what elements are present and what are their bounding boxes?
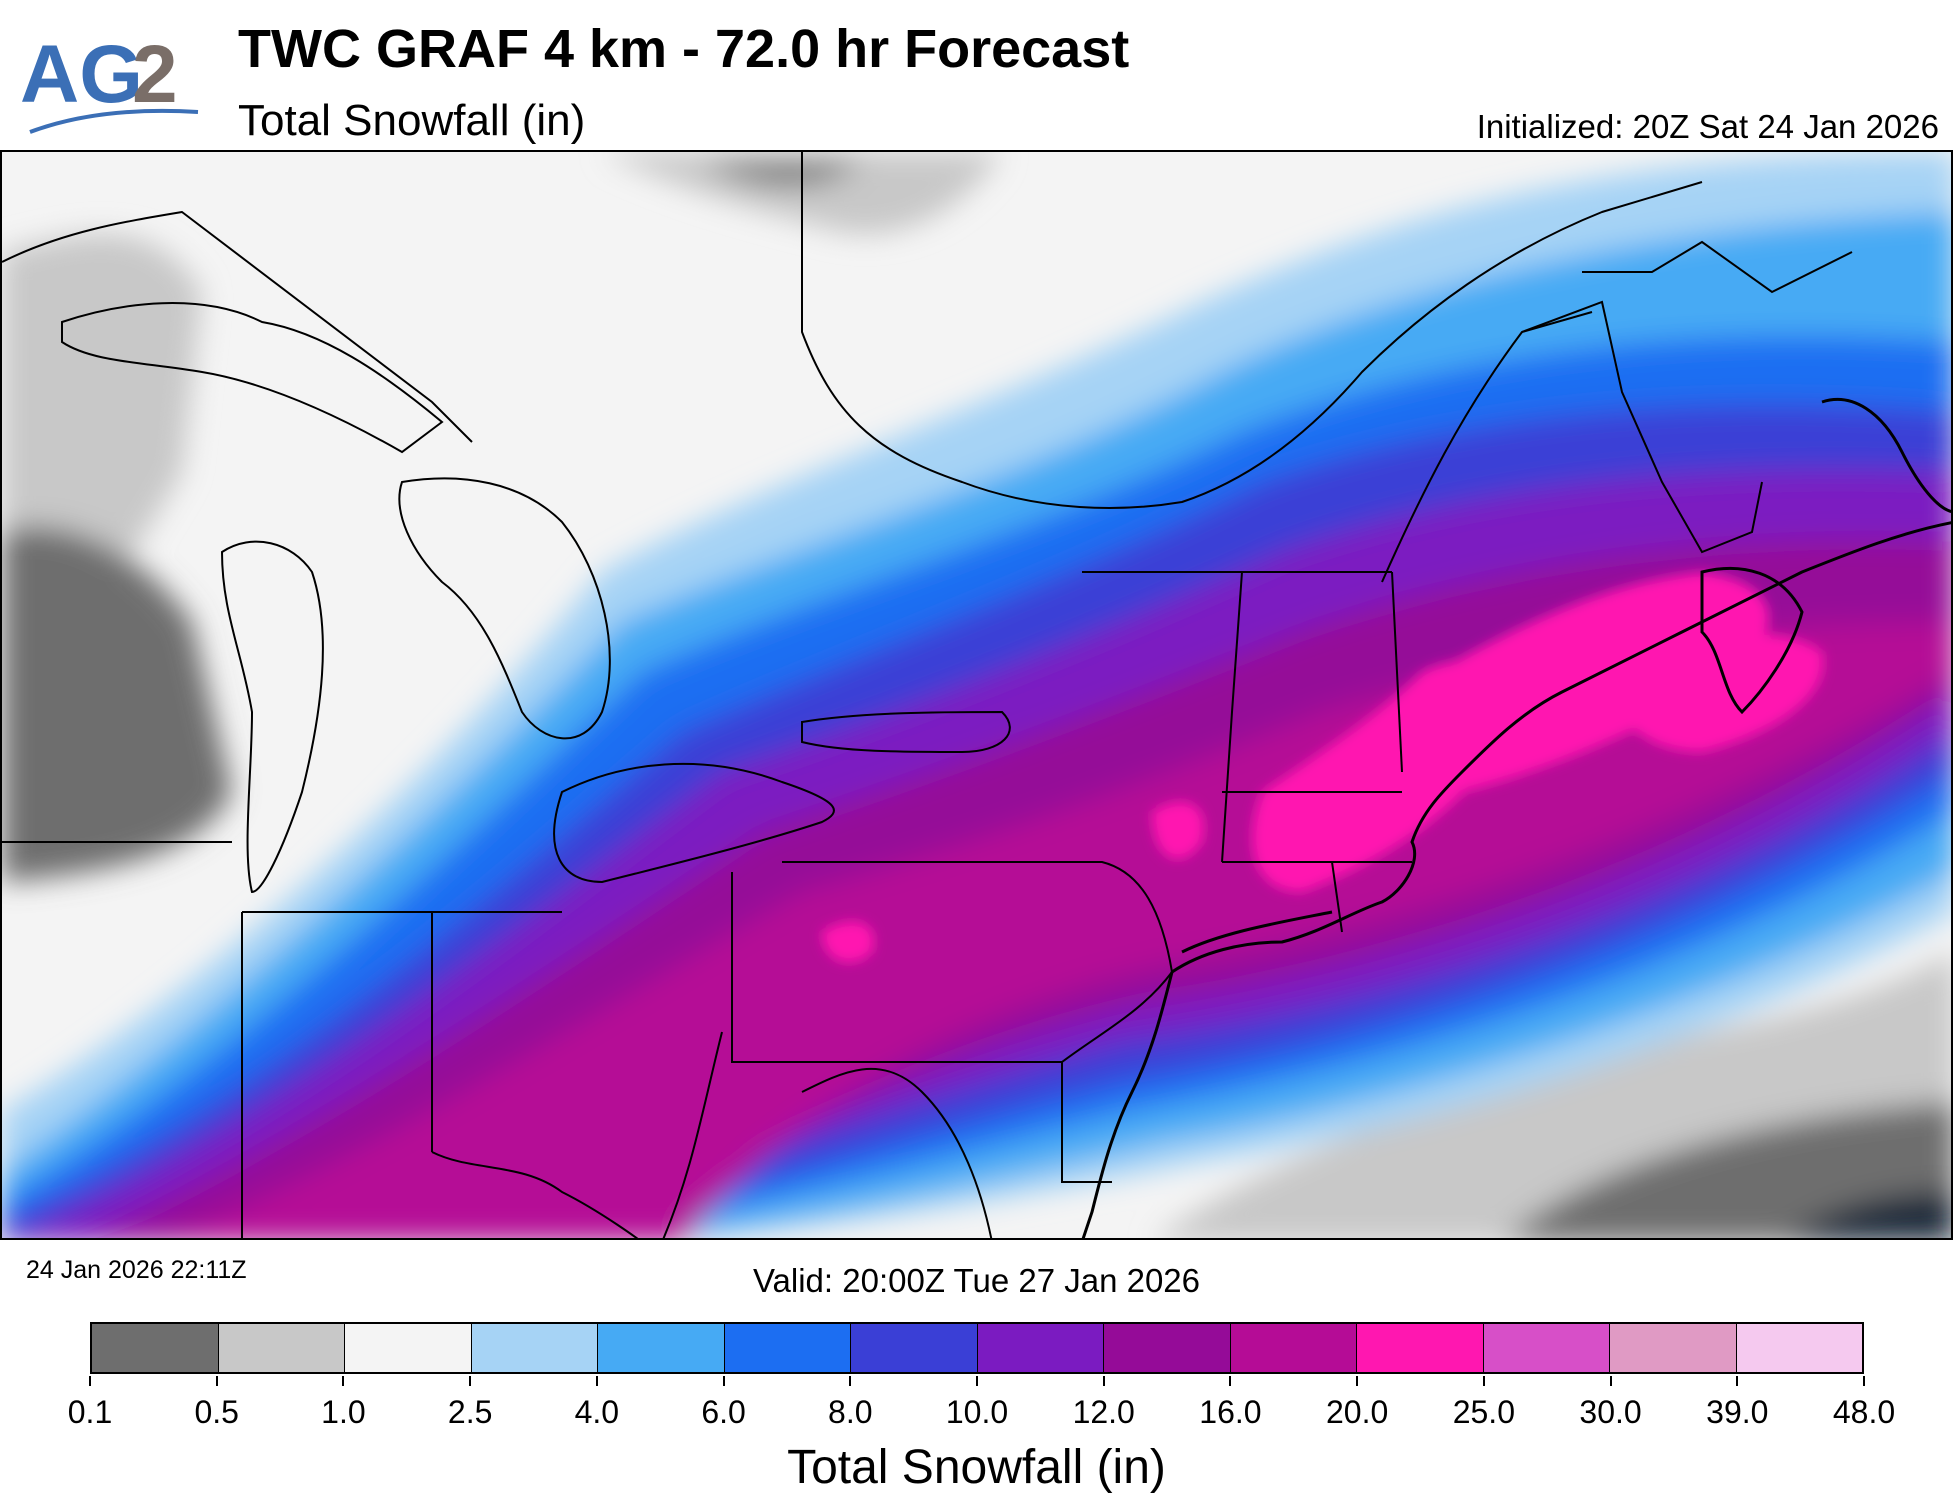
colorbar-tick-label: 20.0 [1326, 1394, 1389, 1430]
political-boundaries [2, 152, 1853, 1238]
colorbar-tick-mark [1229, 1376, 1232, 1386]
ag2-logo: AG 2 [20, 24, 200, 144]
colorbar-swatch [92, 1324, 219, 1372]
colorbar-tick-label: 16.0 [1199, 1394, 1262, 1430]
colorbar-swatch [1610, 1324, 1737, 1372]
colorbar-tick-label: 6.0 [701, 1394, 746, 1430]
colorbar-swatch [1357, 1324, 1484, 1372]
colorbar-swatch [345, 1324, 472, 1372]
colorbar-tick-mark [1863, 1376, 1865, 1386]
valid-time: Valid: 20:00Z Tue 27 Jan 2026 [752, 1262, 1201, 1299]
colorbar-swatch [724, 1324, 851, 1372]
colorbar-ticks [89, 1376, 1865, 1388]
colorbar-tick-label: 39.0 [1706, 1394, 1769, 1430]
forecast-title: TWC GRAF 4 km - 72.0 hr Forecast [238, 19, 1130, 79]
colorbar-swatch [598, 1324, 725, 1372]
colorbar-tick-mark [595, 1376, 598, 1386]
colorbar-tick-mark [1102, 1376, 1105, 1386]
logo-swoosh [29, 108, 199, 134]
colorbar-swatch [471, 1324, 598, 1372]
colorbar-tick-label: 25.0 [1452, 1394, 1515, 1430]
colorbar-tick-label: 0.5 [194, 1394, 239, 1430]
colorbar-tick-mark [1356, 1376, 1359, 1386]
colorbar-tick-mark [976, 1376, 978, 1386]
colorbar-label: Total Snowfall (in) [787, 1441, 1166, 1494]
colorbar-tick-mark [89, 1376, 91, 1386]
snowfall-map-graphic [2, 152, 1951, 1238]
colorbar-swatch [1483, 1324, 1610, 1372]
colorbar-tick-mark [342, 1376, 345, 1386]
colorbar [90, 1322, 1864, 1374]
colorbar-tick-label: 8.0 [828, 1394, 873, 1430]
colorbar-tick-labels: 0.1 0.5 1.0 2.5 4.0 6.0 8.0 10.0 12.0 16.0 20.0 25.… [68, 1394, 1895, 1434]
colorbar-tick-label: 10.0 [945, 1394, 1009, 1430]
colorbar-tick-label: 4.0 [574, 1394, 620, 1430]
colorbar-swatch [977, 1324, 1104, 1372]
colorbar-tick-label: 12.0 [1072, 1394, 1135, 1430]
great-lakes [61, 302, 1011, 894]
ag2-logo-graphic: AG 2 [20, 29, 199, 134]
colorbar-swatch [851, 1324, 978, 1372]
colorbar-tick-mark [1609, 1376, 1612, 1386]
colorbar-tick-mark [469, 1376, 472, 1386]
logo-digit: 2 [132, 29, 178, 120]
coastline [1081, 397, 1951, 1238]
logo-text: AG [20, 29, 143, 120]
colorbar-tick-mark [1482, 1376, 1485, 1386]
colorbar-tick-mark [849, 1376, 852, 1386]
colorbar-tick-label: 30.0 [1579, 1394, 1642, 1430]
forecast-subtitle: Total Snowfall (in) [238, 96, 586, 145]
colorbar-swatch [1230, 1324, 1357, 1372]
colorbar-tick-label: 48.0 [1832, 1394, 1896, 1430]
created-time: 24 Jan 2026 22:11Z [26, 1256, 247, 1284]
colorbar-swatch [218, 1324, 345, 1372]
colorbar-tick-label: 0.1 [67, 1394, 113, 1430]
initialized-time: Initialized: 20Z Sat 24 Jan 2026 [1476, 108, 1939, 145]
colorbar-tick-mark [722, 1376, 725, 1386]
colorbar-tick-label: 2.5 [447, 1394, 493, 1430]
colorbar-tick-mark [215, 1376, 218, 1386]
colorbar-swatch [1736, 1324, 1862, 1372]
colorbar-swatch [1104, 1324, 1231, 1372]
colorbar-tick-label: 1.0 [321, 1394, 366, 1430]
snowfall-map [0, 150, 1953, 1240]
colorbar-tick-mark [1736, 1376, 1739, 1386]
